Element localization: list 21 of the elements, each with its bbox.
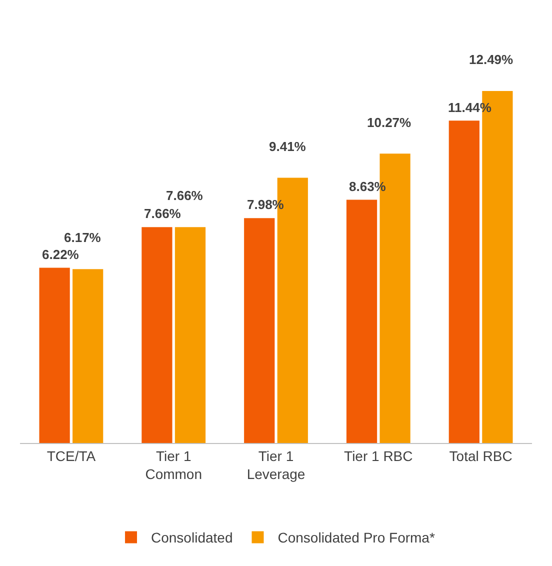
data-label: 9.41% [269, 139, 306, 154]
x-tick-label: TCE/TA [46, 448, 96, 464]
bar [174, 227, 206, 443]
data-label: 10.27% [367, 115, 412, 130]
bar [346, 200, 378, 443]
x-tick-label: Tier 1 Common [145, 448, 202, 482]
bar [72, 269, 104, 443]
bar [39, 268, 70, 443]
data-label: 6.22% [42, 247, 80, 262]
data-label: 6.17% [64, 230, 102, 245]
data-label: 7.66% [166, 188, 204, 203]
x-tick-label: Tier 1 Leverage [246, 448, 306, 482]
bar [142, 227, 172, 443]
legend-label: Consolidated Pro Forma* [278, 530, 436, 546]
x-tick-label: Tier 1 RBC [344, 448, 413, 464]
data-label: 12.49% [469, 52, 514, 67]
x-tick-label: Total RBC [449, 448, 512, 464]
data-label: 7.66% [144, 206, 182, 221]
bar [244, 218, 275, 443]
bar [448, 120, 480, 443]
legend-label: Consolidated [151, 530, 233, 546]
